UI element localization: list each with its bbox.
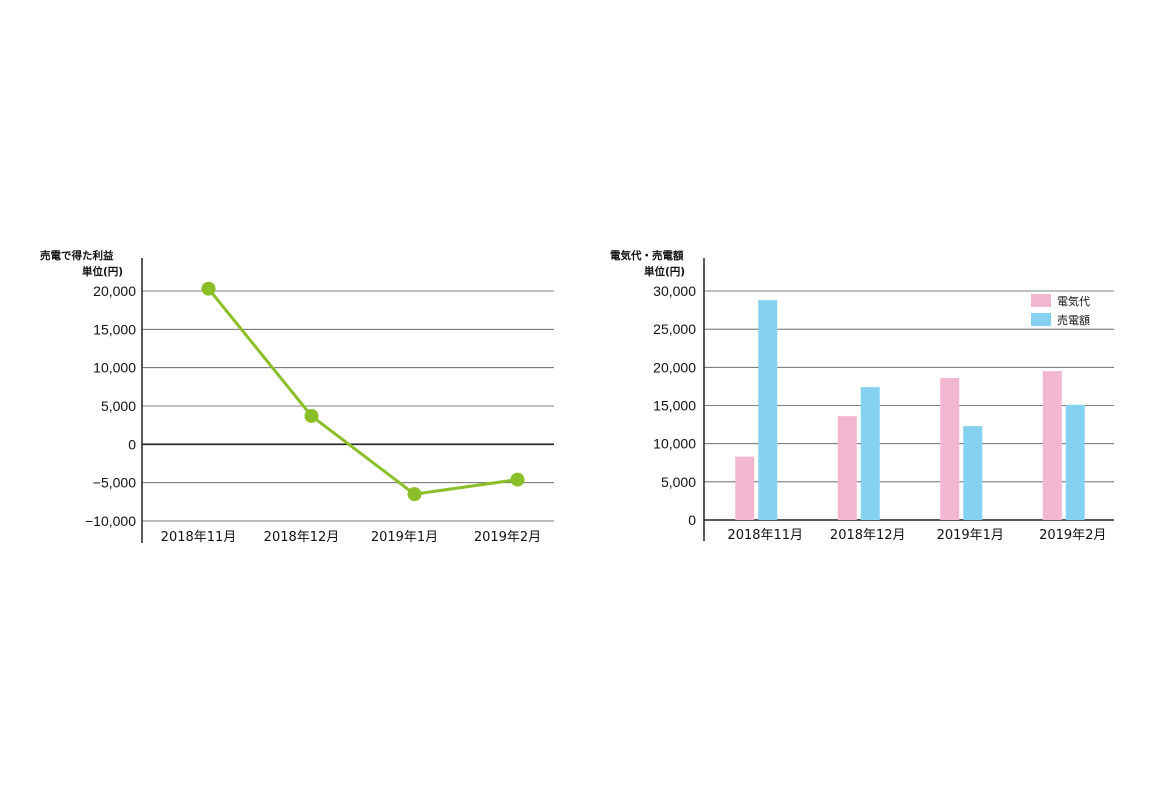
chart2-legend-label: 売電額 [1057, 314, 1090, 327]
chart1-y-tick-label: −5,000 [93, 475, 136, 491]
chart1-y-tick-label: 10,000 [93, 360, 136, 376]
cost-sales-bar-chart: 電気代・売電額 単位(円) 30,000 25,000 20,000 15,000 10… [610, 249, 1114, 543]
chart1-title: 売電で得た利益 [40, 249, 114, 262]
chart1-y-tick-label: 5,000 [101, 398, 136, 414]
chart2-legend-swatch [1031, 313, 1051, 326]
chart2-title: 電気代・売電額 [610, 249, 684, 262]
chart1-x-tick-label: 2019年1月 [371, 530, 438, 545]
chart2-bar-electricity-cost [1042, 371, 1062, 520]
chart2-y-tick-labels: 30,000 25,000 20,000 15,000 10,000 5,000 0 [653, 283, 696, 528]
chart1-gridlines [142, 290, 554, 522]
chart2-y-tick-label: 0 [688, 512, 696, 528]
chart2-bar-electricity-cost [735, 456, 755, 520]
chart2-y-tick-label: 20,000 [653, 359, 696, 375]
chart2-bar-sales [860, 387, 880, 520]
chart2-bar-electricity-cost [837, 416, 857, 520]
chart2-legend-swatch [1031, 294, 1051, 307]
chart1-y-tick-label: −10,000 [85, 513, 136, 529]
chart1-y-tick-labels: 20,000 15,000 10,000 5,000 0 −5,000 −10,000 [85, 283, 136, 529]
chart1-series [201, 281, 525, 502]
chart2-y-tick-label: 5,000 [661, 474, 696, 490]
chart2-y-tick-label: 25,000 [653, 321, 696, 337]
chart2-x-tick-label: 2018年12月 [830, 528, 906, 543]
chart1-data-point [407, 487, 422, 502]
chart1-series-line [207, 287, 518, 496]
chart1-y-tick-label: 20,000 [93, 283, 136, 299]
chart1-unit-label: 単位(円) [82, 265, 123, 278]
chart1-data-point [510, 472, 525, 487]
chart2-bar-sales [1065, 404, 1085, 520]
chart2-x-tick-labels: 2018年11月 2018年12月 2019年1月 2019年2月 [727, 528, 1106, 543]
chart2-y-tick-label: 10,000 [653, 436, 696, 452]
chart1-data-point [304, 408, 319, 423]
chart1-data-point [201, 281, 216, 296]
chart2-bar-sales [963, 426, 983, 520]
chart2-y-tick-label: 30,000 [653, 283, 696, 299]
profit-line-chart: 売電で得た利益 単位(円) 20,000 15,000 10,000 5,000 0 −5… [40, 249, 554, 545]
chart2-bars [735, 300, 1085, 520]
chart1-x-tick-label: 2018年12月 [264, 530, 340, 545]
chart2-bar-sales [758, 300, 778, 520]
chart2-x-tick-label: 2019年2月 [1039, 528, 1106, 543]
chart1-x-tick-label: 2018年11月 [161, 530, 237, 545]
chart2-unit-label: 単位(円) [644, 265, 685, 278]
chart1-x-tick-labels: 2018年11月 2018年12月 2019年1月 2019年2月 [161, 530, 542, 545]
chart2-x-tick-label: 2018年11月 [727, 528, 803, 543]
chart1-y-tick-label: 0 [128, 436, 136, 452]
chart1-x-tick-label: 2019年2月 [474, 530, 541, 545]
chart2-bar-electricity-cost [940, 378, 960, 520]
chart2-x-tick-label: 2019年1月 [937, 528, 1004, 543]
chart1-y-tick-label: 15,000 [93, 321, 136, 337]
chart2-legend-label: 電気代 [1057, 294, 1090, 308]
chart2-y-tick-label: 15,000 [653, 398, 696, 414]
